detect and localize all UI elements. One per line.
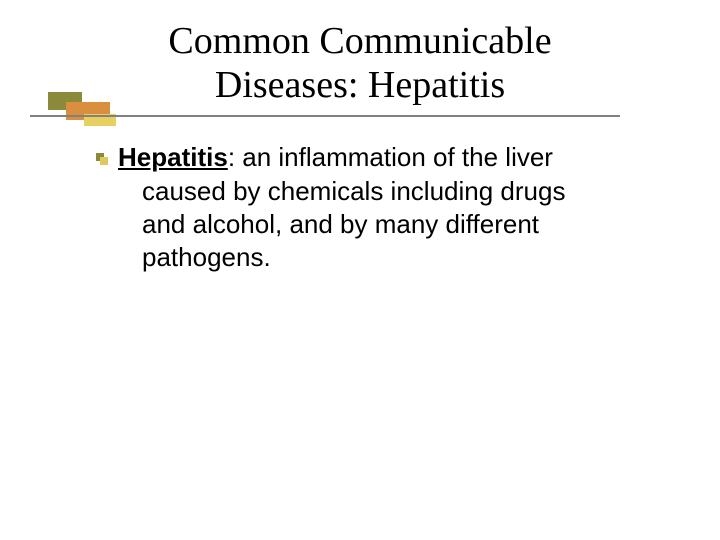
definition-line-1: : an inflammation of the liver <box>228 142 553 172</box>
body-block: Hepatitis: an inflammation of the liver … <box>96 141 650 274</box>
title-line-1: Common Communicable <box>168 20 551 62</box>
title-block: Common Communicable Diseases: Hepatitis <box>60 20 660 117</box>
term: Hepatitis <box>118 142 228 172</box>
definition-line-3: and alcohol, and by many different <box>118 208 565 241</box>
title-underline <box>30 115 620 117</box>
title-line-2: Diseases: Hepatitis <box>215 64 505 106</box>
definition-line-2: caused by chemicals including drugs <box>118 175 565 208</box>
definition-line-4: pathogens. <box>118 241 565 274</box>
bullet-square-front <box>100 157 108 165</box>
bullet-item: Hepatitis: an inflammation of the liver … <box>96 141 650 274</box>
bullet-icon <box>96 153 108 165</box>
body-text: Hepatitis: an inflammation of the liver … <box>118 141 565 274</box>
slide: Common Communicable Diseases: Hepatitis … <box>0 0 720 540</box>
slide-title: Common Communicable Diseases: Hepatitis <box>60 20 660 113</box>
